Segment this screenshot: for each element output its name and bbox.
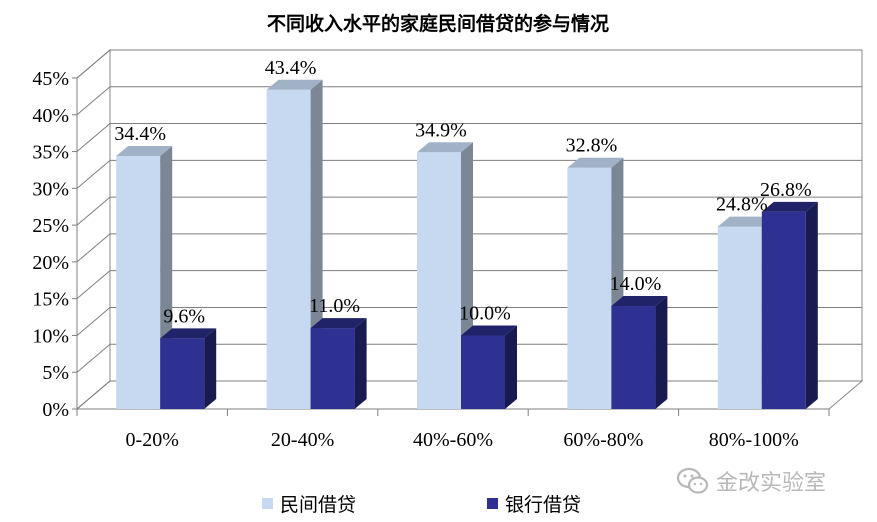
bar-front [417, 152, 461, 409]
y-tick-label: 30% [32, 178, 69, 200]
data-label: 11.0% [309, 295, 360, 317]
bar-top [611, 296, 668, 307]
x-tick-label: 40%-60% [413, 429, 493, 451]
data-label: 34.4% [114, 123, 166, 145]
y-tick-label: 15% [32, 289, 69, 311]
wechat-icon [676, 467, 709, 494]
x-tick-label: 60%-80% [563, 429, 643, 451]
data-label: 14.0% [610, 273, 662, 295]
bar-top [567, 157, 624, 168]
bar-front [761, 211, 806, 409]
bars [116, 79, 818, 410]
bar-side [204, 328, 217, 409]
bar-front [266, 89, 311, 409]
legend-swatch [487, 498, 498, 509]
bar-front [116, 155, 161, 409]
bar-top [461, 325, 517, 336]
gridline [76, 49, 862, 79]
data-label: 32.8% [566, 135, 618, 157]
data-label: 10.0% [459, 302, 511, 324]
y-tick-label: 0% [42, 399, 69, 421]
bar-front [717, 226, 762, 409]
bar-front [567, 167, 612, 409]
data-label: 9.6% [163, 305, 205, 327]
bar [266, 79, 323, 409]
bar-side [805, 201, 818, 409]
bar [461, 325, 517, 409]
bar-top [717, 216, 774, 227]
data-label: 43.4% [265, 57, 317, 79]
data-labels: 34.4% 9.6% 43.4% 11.0% 34.9% 10.0% 32.8% 14.0% 2… [114, 57, 811, 328]
bar-side [655, 296, 668, 409]
y-tick-label: 35% [32, 142, 69, 164]
x-tick-label: 0-20% [126, 429, 179, 451]
bar-top [160, 328, 217, 339]
y-tick-label: 25% [32, 215, 69, 237]
bar-front [310, 328, 355, 409]
bar-top [417, 142, 473, 153]
legend-swatch [262, 498, 273, 509]
bar-front [611, 306, 656, 409]
y-tick-label: 5% [42, 362, 69, 384]
y-tick-label: 40% [32, 105, 69, 127]
gridline [76, 123, 862, 152]
bar-top [761, 201, 818, 212]
bar [116, 145, 173, 410]
bar-front [160, 338, 205, 409]
bar-top [310, 318, 367, 329]
side-wall [76, 48, 111, 411]
bar [761, 201, 818, 409]
y-tick-label: 20% [32, 252, 69, 274]
x-tick-label: 80%-100% [709, 429, 799, 451]
data-label: 26.8% [760, 179, 812, 201]
legend-label: 银行借贷 [505, 494, 581, 516]
bar [611, 296, 668, 409]
chart-title: 不同收入水平的家庭民间借贷的参与情况 [267, 12, 609, 35]
bar [160, 328, 217, 409]
gridline [76, 86, 862, 116]
watermark: 金改实验室 [676, 464, 826, 498]
y-tick-label: 45% [32, 68, 69, 90]
x-tick-label: 20-40% [271, 429, 334, 451]
bar-front [461, 335, 505, 409]
bar-top [266, 79, 323, 90]
y-axis: 0% 5% 10% 15% 20% 25% 30% 35% 40% 45% [32, 68, 78, 421]
bar-top [116, 145, 173, 156]
legend-label: 民间借贷 [280, 494, 356, 516]
bar-side [505, 325, 517, 409]
y-tick-label: 10% [32, 325, 69, 347]
bar [310, 318, 367, 409]
data-label: 34.9% [415, 119, 467, 141]
legend: 民间借贷 银行借贷 [262, 494, 581, 516]
x-axis: 0-20% 20-40% 40%-60% 60%-80% 80%-100% [76, 408, 830, 451]
data-label: 24.8% [716, 194, 768, 216]
bar-side [354, 318, 367, 409]
watermark-text: 金改实验室 [716, 471, 827, 496]
